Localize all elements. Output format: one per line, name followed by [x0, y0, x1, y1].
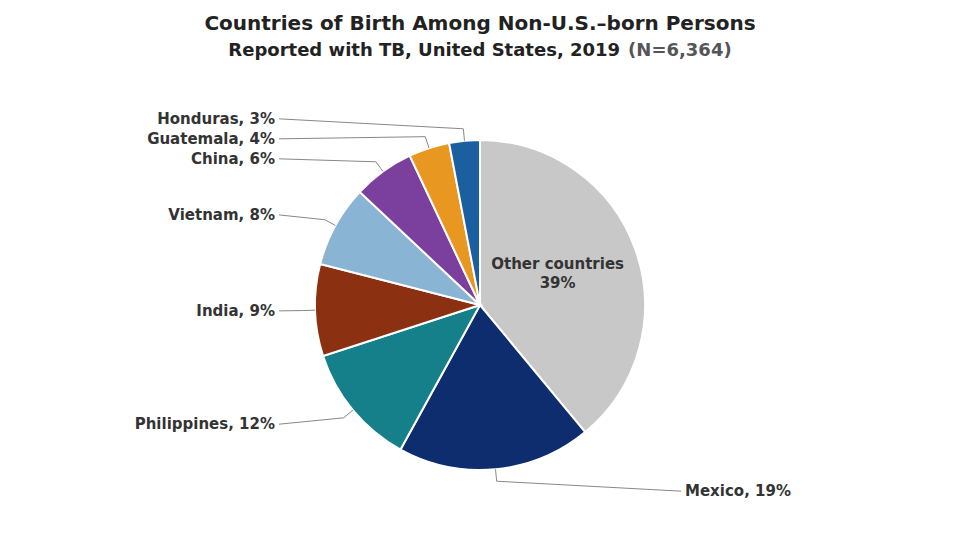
label-value: 6%: [250, 150, 275, 168]
subtitle: Reported with TB, United States, 2019: [228, 39, 620, 60]
label-value: 39%: [540, 274, 576, 292]
data-label: India, 9%: [196, 302, 275, 320]
label-category: Honduras: [157, 110, 238, 128]
label-category: Mexico: [685, 482, 744, 500]
leader-line: [496, 469, 681, 491]
labels: Other countries39% Honduras, 3% Guatemala,…: [135, 110, 791, 500]
label-separator: ,: [239, 302, 250, 320]
pie: [315, 140, 645, 470]
data-label: Mexico, 19%: [685, 482, 791, 500]
chart: Countries of Birth Among Non-U.S.–born P…: [0, 0, 960, 540]
label-category: Philippines: [135, 415, 229, 433]
data-label: Other countries39%: [491, 255, 624, 292]
data-label: Guatemala, 4%: [147, 130, 275, 148]
label-value: 4%: [250, 130, 275, 148]
label-category: China: [191, 150, 239, 168]
label-value: 12%: [239, 415, 275, 433]
label-category: Other countries: [491, 255, 624, 273]
label-separator: ,: [239, 150, 250, 168]
label-separator: ,: [239, 206, 250, 224]
data-label: Philippines, 12%: [135, 415, 275, 433]
data-label: Vietnam, 8%: [168, 206, 275, 224]
label-value: 9%: [250, 302, 275, 320]
leader-line: [279, 310, 315, 312]
data-label: China, 6%: [191, 150, 275, 168]
title: Countries of Birth Among Non-U.S.–born P…: [204, 11, 755, 35]
label-separator: ,: [228, 415, 239, 433]
label-value: 3%: [250, 110, 275, 128]
annotation: (N=6,364): [628, 39, 732, 60]
label-separator: ,: [744, 482, 755, 500]
subtitle-line: Reported with TB, United States, 2019 (N=…: [228, 39, 731, 60]
label-category: India: [196, 302, 238, 320]
label-separator: ,: [239, 130, 250, 148]
label-value: 19%: [755, 482, 791, 500]
label-category: Guatemala: [147, 130, 238, 148]
label-separator: ,: [239, 110, 250, 128]
leader-line: [279, 410, 353, 424]
leader-line: [279, 215, 335, 226]
data-label: Honduras, 3%: [157, 110, 275, 128]
leader-line: [279, 159, 383, 172]
slice: [449, 140, 480, 305]
label-value: 8%: [250, 206, 275, 224]
leader-line: [279, 137, 429, 148]
label-category: Vietnam: [168, 206, 238, 224]
